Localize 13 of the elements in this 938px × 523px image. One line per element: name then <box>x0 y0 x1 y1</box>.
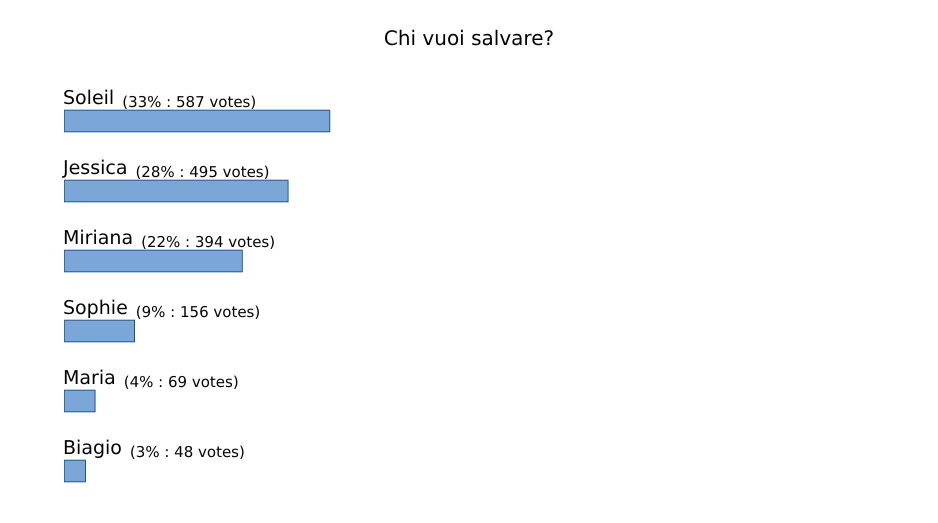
y-tick-label: Sophie <box>63 297 128 319</box>
y-tick-label: Jessica <box>62 157 128 179</box>
data-label: (4% : 69 votes) <box>124 373 239 391</box>
y-tick-label: Maria <box>63 367 116 389</box>
y-tick-label: Miriana <box>63 227 134 249</box>
data-label: (9% : 156 votes) <box>136 303 260 321</box>
data-label: (22% : 394 votes) <box>141 233 276 251</box>
data-label: (28% : 495 votes) <box>135 163 270 181</box>
y-tick-label: Soleil <box>63 87 114 109</box>
y-tick-label: Biagio <box>63 437 122 459</box>
data-label: (3% : 48 votes) <box>130 443 245 461</box>
data-label: (33% : 587 votes) <box>122 93 256 111</box>
text: Chi vuoi salvare? <box>384 26 554 50</box>
